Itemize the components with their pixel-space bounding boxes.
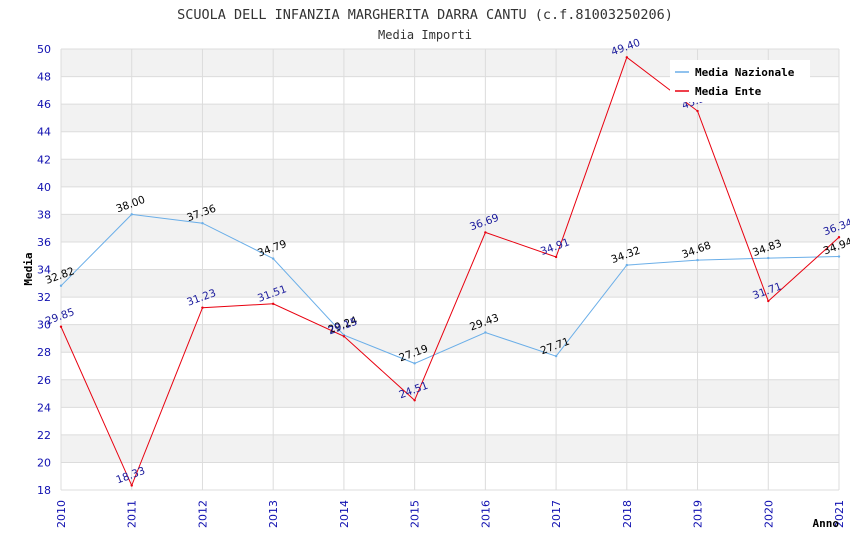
- data-point-media-ente: [696, 109, 699, 113]
- data-point-media-nazionale: [767, 256, 770, 260]
- y-tick-label: 46: [37, 98, 51, 111]
- x-tick-label: 2017: [550, 500, 563, 528]
- y-tick-label: 24: [37, 401, 51, 414]
- y-tick-label: 30: [37, 319, 51, 332]
- data-point-media-ente: [837, 236, 841, 239]
- y-axis-title: Media: [22, 252, 35, 285]
- grid-band: [61, 159, 839, 187]
- data-label-media-nazionale: 34.32: [610, 245, 642, 267]
- y-tick-label: 36: [37, 236, 51, 249]
- chart-subtitle: Media Importi: [378, 28, 472, 42]
- data-point-media-ente: [130, 484, 133, 487]
- series-points: [59, 56, 841, 487]
- data-label-media-nazionale: 34.68: [680, 240, 712, 262]
- data-point-media-ente: [201, 306, 204, 309]
- series-lines: [60, 56, 840, 487]
- legend-label-media-ente: Media Ente: [695, 85, 762, 98]
- grid-band: [61, 434, 839, 463]
- data-point-media-ente: [342, 335, 346, 338]
- series-line-media-nazionale: [60, 213, 840, 364]
- data-point-media-nazionale: [625, 263, 629, 267]
- y-axis-ticks: 18 20 22 24 26 28 30 32 34 36 38 40 42 44 46 48 50: [37, 43, 51, 497]
- data-point-media-ente: [484, 231, 487, 234]
- y-tick-label: 44: [37, 126, 51, 139]
- x-tick-label: 2014: [338, 500, 351, 528]
- x-tick-label: 2013: [267, 500, 280, 528]
- data-point-media-nazionale: [271, 257, 275, 260]
- data-point-media-nazionale: [554, 354, 558, 358]
- grid-band: [61, 104, 839, 132]
- y-tick-label: 38: [37, 208, 51, 221]
- y-tick-label: 48: [37, 71, 51, 84]
- series-line-media-ente: [60, 56, 840, 487]
- x-axis-title: Anno: [813, 517, 840, 530]
- data-point-media-ente: [625, 56, 629, 59]
- data-point-media-ente: [413, 399, 416, 402]
- data-label-media-nazionale: 38.00: [114, 194, 146, 216]
- data-point-media-nazionale: [484, 331, 487, 334]
- data-point-media-ente: [554, 255, 558, 259]
- data-point-media-nazionale: [837, 255, 841, 258]
- x-tick-label: 2020: [762, 500, 775, 528]
- y-tick-label: 26: [37, 374, 51, 387]
- grid-band: [61, 379, 839, 408]
- data-point-media-nazionale: [130, 213, 133, 216]
- background-bands: [61, 49, 839, 463]
- y-tick-label: 32: [37, 291, 51, 304]
- y-tick-label: 22: [37, 429, 51, 442]
- x-tick-label: 2021: [833, 500, 846, 528]
- y-tick-label: 18: [37, 484, 51, 497]
- x-tick-label: 2018: [621, 500, 634, 528]
- data-point-media-ente: [767, 299, 770, 303]
- data-point-media-nazionale: [696, 258, 699, 262]
- data-point-media-ente: [59, 325, 63, 328]
- legend: Media Nazionale Media Ente: [670, 60, 810, 102]
- data-point-media-nazionale: [59, 284, 63, 287]
- chart-title: SCUOLA DELL INFANZIA MARGHERITA DARRA CA…: [177, 7, 673, 23]
- x-tick-label: 2016: [479, 500, 492, 528]
- x-tick-label: 2011: [126, 500, 139, 528]
- legend-label-media-nazionale: Media Nazionale: [695, 66, 795, 79]
- x-tick-label: 2010: [55, 500, 68, 528]
- y-tick-label: 50: [37, 43, 51, 56]
- y-tick-label: 20: [37, 456, 51, 469]
- data-point-media-ente: [271, 302, 275, 306]
- y-tick-label: 34: [37, 264, 51, 277]
- data-point-media-nazionale: [413, 362, 416, 365]
- y-tick-label: 28: [37, 346, 51, 359]
- x-axis-ticks: 2010 2011 2012 2013 2014 2015 2016 2017 2018 2019…: [55, 500, 846, 528]
- data-point-media-nazionale: [201, 221, 204, 225]
- grid-band: [61, 214, 839, 242]
- x-tick-label: 2019: [692, 500, 705, 528]
- y-tick-label: 42: [37, 153, 51, 166]
- x-tick-label: 2012: [196, 500, 209, 528]
- legend-box: [670, 60, 810, 102]
- y-tick-label: 40: [37, 181, 51, 194]
- grid-band: [61, 269, 839, 298]
- x-tick-label: 2015: [409, 500, 422, 528]
